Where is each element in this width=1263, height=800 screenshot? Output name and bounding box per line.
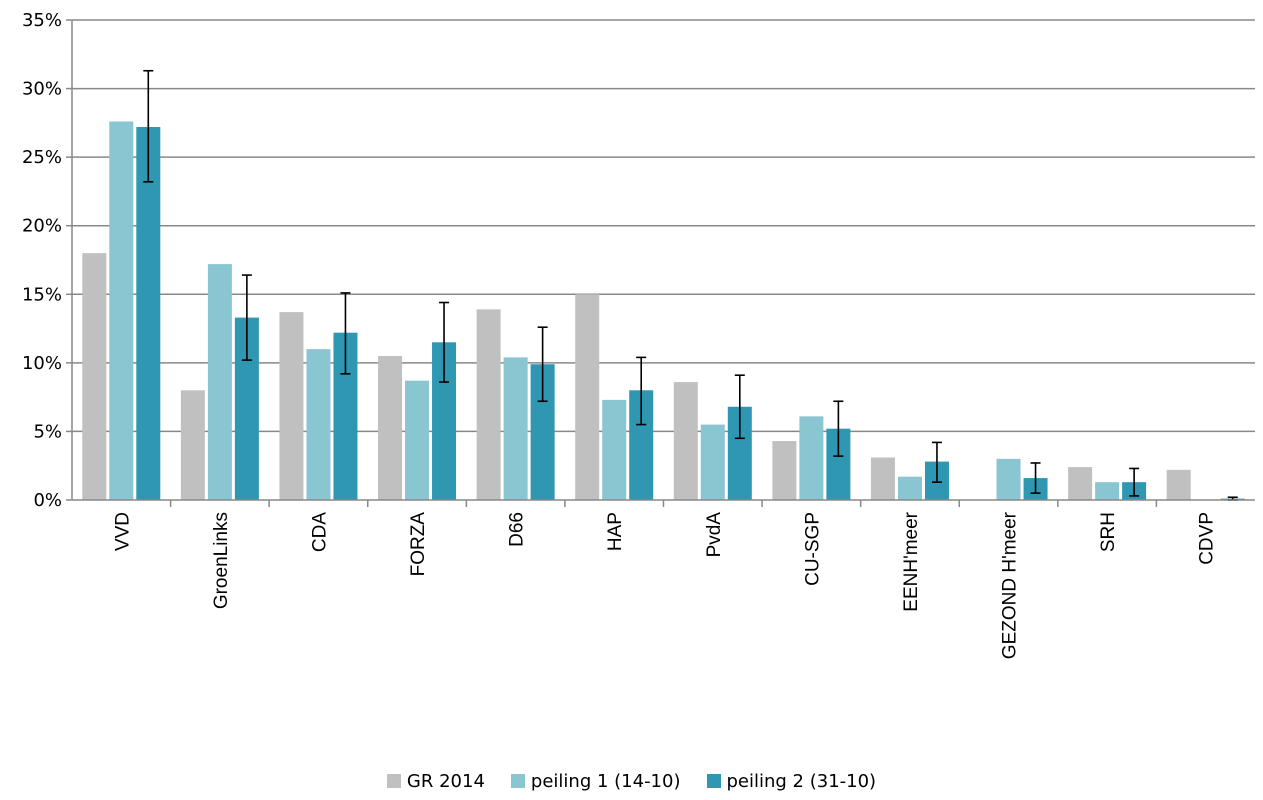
axes bbox=[71, 20, 1255, 507]
bar-hap-series-2 bbox=[602, 399, 627, 500]
x-category-label: D66 bbox=[507, 512, 528, 547]
bar-chart: 0% 5% 10% 15% 20% 25% 30% 35% VVD GroenLinks CDA F… bbox=[22, 10, 1255, 659]
legend-item: peiling 1 (14-10) bbox=[510, 770, 681, 792]
x-axis-categories: VVD GroenLinks CDA FORZA D66 HAP PvdA CU-SGP EEN… bbox=[112, 511, 1217, 659]
bar-cda-series-1 bbox=[279, 312, 304, 500]
y-tick-label: 20% bbox=[22, 216, 62, 237]
error-bars bbox=[143, 69, 1238, 501]
bar-pvda-series-2 bbox=[700, 424, 725, 500]
x-category-label: HAP bbox=[605, 512, 626, 551]
x-category-label: CDA bbox=[309, 512, 330, 552]
bar-forza-series-1 bbox=[378, 356, 403, 500]
bar-eenh-meer-series-1 bbox=[870, 457, 895, 500]
bar-cu-sgp-series-2 bbox=[799, 416, 824, 500]
bar-gezond-h-meer-series-2 bbox=[996, 458, 1021, 500]
legend-label: peiling 1 (14-10) bbox=[530, 770, 681, 792]
y-tick-label: 30% bbox=[22, 79, 62, 100]
bar-cda-series-2 bbox=[306, 349, 331, 500]
bar-d66-series-1 bbox=[476, 309, 501, 500]
y-tick-label: 25% bbox=[22, 147, 62, 168]
gridlines bbox=[72, 19, 1255, 433]
bar-srh-series-1 bbox=[1068, 467, 1093, 500]
legend: GR 2014 peiling 1 (14-10) peiling 2 (31-10… bbox=[0, 766, 1263, 796]
y-tick-label: 0% bbox=[33, 490, 62, 511]
x-category-label: EENH'meer bbox=[901, 511, 922, 611]
legend-swatch bbox=[510, 774, 525, 788]
x-category-label: CU-SGP bbox=[802, 512, 823, 586]
legend-swatch bbox=[386, 774, 401, 788]
legend-label: GR 2014 bbox=[406, 770, 485, 792]
y-tick-label: 5% bbox=[33, 421, 62, 442]
bar-vvd-series-1 bbox=[82, 253, 107, 500]
x-category-label: GEZOND H'meer bbox=[1000, 511, 1021, 659]
bar-d66-series-2 bbox=[503, 357, 528, 500]
bar-hap-series-1 bbox=[575, 294, 600, 500]
y-tick-label: 35% bbox=[22, 10, 62, 31]
legend-item: GR 2014 bbox=[386, 770, 485, 792]
bar-groenlinks-series-1 bbox=[180, 390, 205, 500]
x-category-label: SRH bbox=[1098, 512, 1119, 552]
x-category-label: FORZA bbox=[408, 512, 429, 577]
bars bbox=[82, 121, 1245, 500]
legend-swatch bbox=[706, 774, 721, 788]
bar-srh-series-2 bbox=[1095, 482, 1120, 500]
y-tick-label: 10% bbox=[22, 353, 62, 374]
bar-forza-series-2 bbox=[405, 380, 430, 500]
x-category-label: CDVP bbox=[1197, 512, 1218, 565]
bar-cu-sgp-series-1 bbox=[772, 441, 797, 500]
bar-eenh-meer-series-2 bbox=[897, 476, 922, 500]
x-category-label: PvdA bbox=[704, 512, 725, 558]
x-category-label: VVD bbox=[112, 512, 133, 551]
bar-pvda-series-1 bbox=[673, 382, 698, 500]
y-tick-label: 15% bbox=[22, 284, 62, 305]
bar-groenlinks-series-2 bbox=[207, 264, 232, 500]
y-axis-ticks: 0% 5% 10% 15% 20% 25% 30% 35% bbox=[22, 10, 72, 511]
bar-cdvp-series-1 bbox=[1166, 469, 1191, 500]
bar-vvd-series-3 bbox=[136, 126, 161, 500]
bar-vvd-series-2 bbox=[109, 121, 134, 500]
legend-item: peiling 2 (31-10) bbox=[706, 770, 877, 792]
x-category-label: GroenLinks bbox=[211, 512, 232, 609]
legend-label: peiling 2 (31-10) bbox=[726, 770, 877, 792]
